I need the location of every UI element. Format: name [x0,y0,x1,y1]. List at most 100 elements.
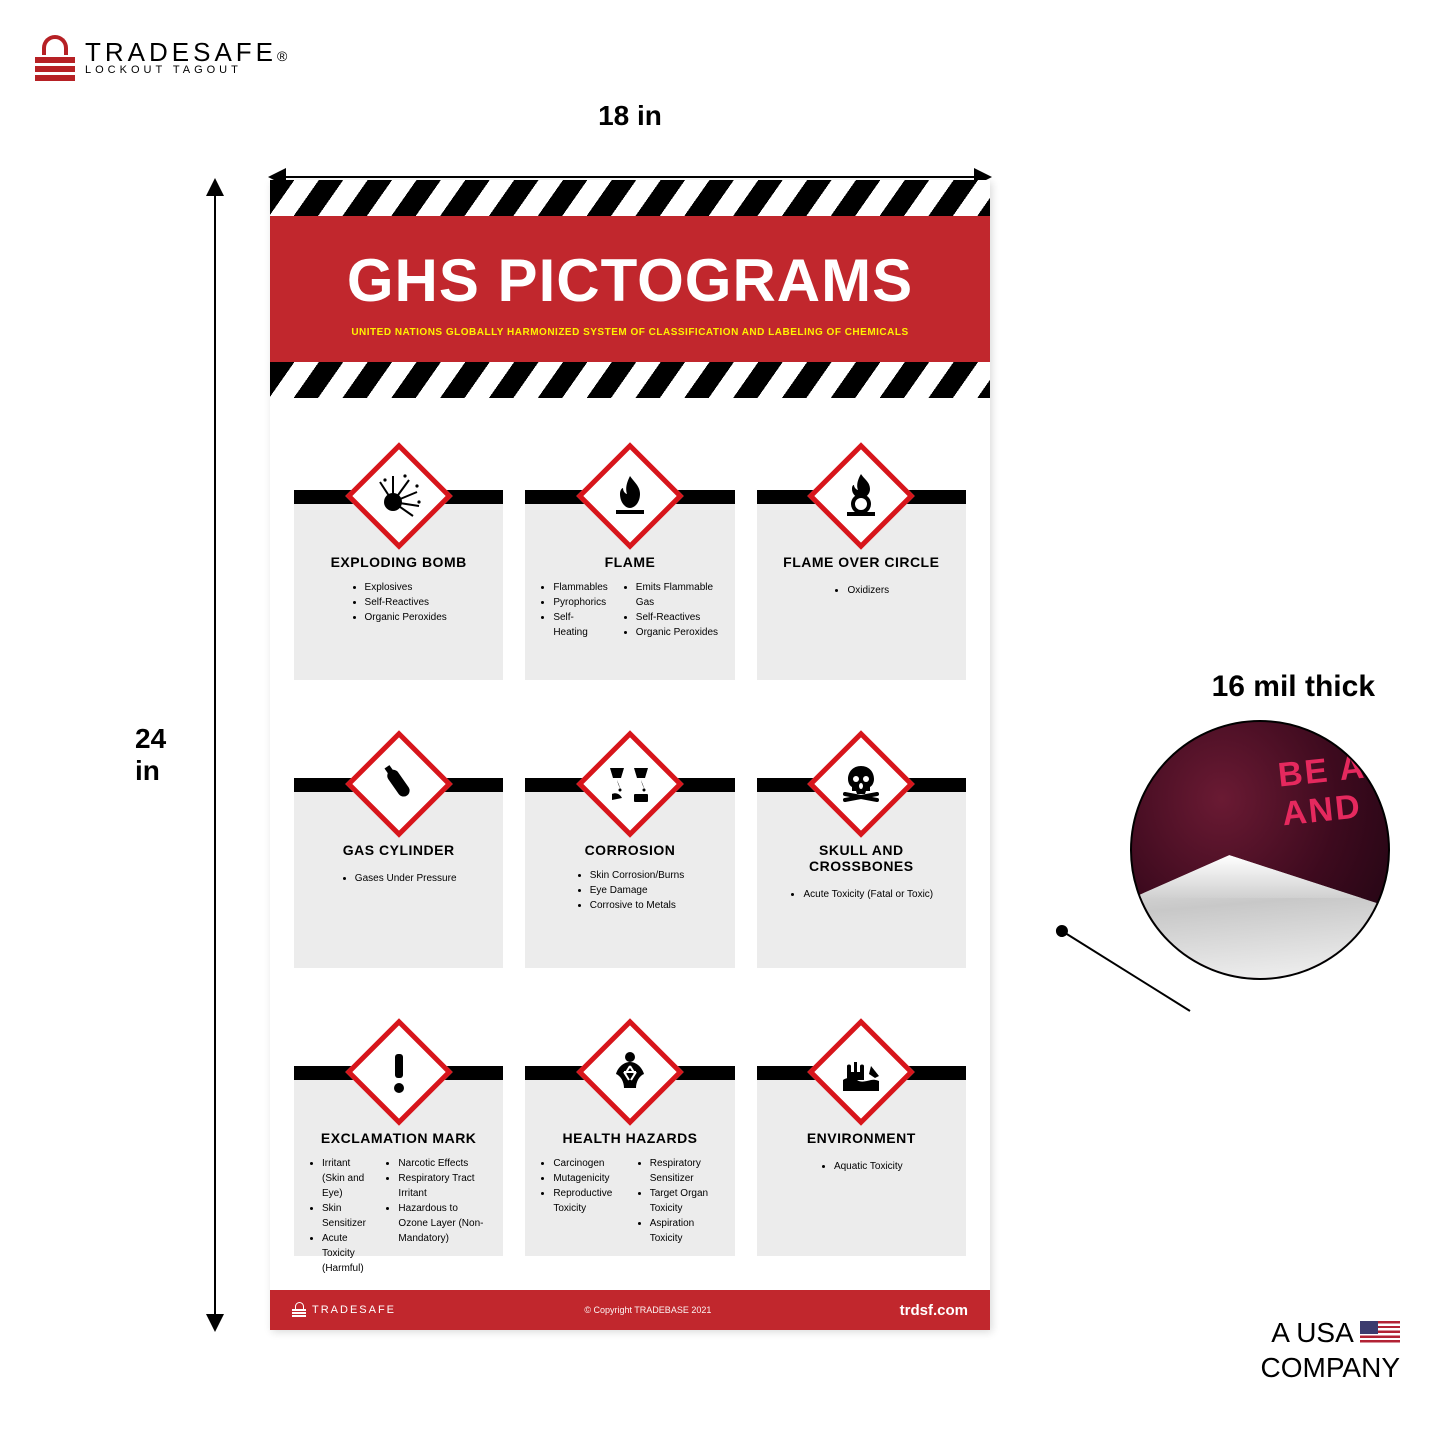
skull-and-crossbones-diamond [807,730,915,838]
dimension-height: 24 in [170,180,172,1330]
gas-cylinder-diamond [345,730,453,838]
pictogram-cell: HEALTH HAZARDS CarcinogenMutagenicityRepr… [525,1024,734,1256]
skull-and-crossbones-icon [807,730,915,838]
list-item: Carcinogen [553,1156,621,1171]
list-item: Skin Sensitizer [322,1201,370,1231]
gas-cylinder-icon [345,730,453,838]
list-item: Organic Peroxides [365,610,447,625]
usa-flag-icon [1360,1321,1400,1345]
list-item: Respiratory Tract Irritant [398,1171,489,1201]
list-item: Narcotic Effects [398,1156,489,1171]
peek-text: BE AAND [1276,748,1372,835]
footer-copyright: Copyright TRADEBASE 2021 [584,1305,711,1315]
pictogram-list: FlammablesPyrophoricsSelf-Heating [539,580,607,640]
footer-url: trdsf.com [900,1302,968,1319]
poster-footer: TRADESAFE Copyright TRADEBASE 2021 trdsf… [270,1290,990,1330]
list-item: Eye Damage [590,883,684,898]
list-item: Acute Toxicity (Fatal or Toxic) [803,887,933,902]
pictogram-list: Aquatic Toxicity [820,1159,903,1174]
thickness-sample: BE AAND [1130,720,1390,980]
list-item: Pyrophorics [553,595,607,610]
pictogram-list: Acute Toxicity (Fatal or Toxic) [789,887,933,902]
lock-icon [35,35,75,79]
pictogram-cell: FLAME OVER CIRCLE Oxidizers [757,448,966,680]
environment-icon [807,1018,915,1126]
pictogram-title: EXCLAMATION MARK [308,1130,489,1146]
pictogram-title: FLAME [539,554,720,570]
poster-subtitle: UNITED NATIONS GLOBALLY HARMONIZED SYSTE… [280,327,980,338]
pictogram-title: CORROSION [539,842,720,858]
pictogram-list: Oxidizers [833,583,889,598]
list-item: Corrosive to Metals [590,898,684,913]
usa-company: A USA COMPANY [1261,1315,1401,1385]
health-hazards-icon [576,1018,684,1126]
poster-title: GHS PICTOGRAMS [280,246,980,315]
dimension-height-label: 24 in [135,723,172,787]
list-item: Target Organ Toxicity [650,1186,721,1216]
flame-diamond [576,442,684,550]
pictogram-cell: EXPLODING BOMB ExplosivesSelf-ReactivesOr… [294,448,503,680]
list-item: Emits Flammable Gas [636,580,721,610]
pictogram-title: ENVIRONMENT [771,1130,952,1146]
exclamation-mark-diamond [345,1018,453,1126]
usa-line1: A USA [1271,1317,1352,1348]
title-band: GHS PICTOGRAMS UNITED NATIONS GLOBALLY H… [270,216,990,362]
pictogram-list: CarcinogenMutagenicityReproductive Toxic… [539,1156,621,1246]
pictogram-cell: SKULL AND CROSSBONES Acute Toxicity (Fata… [757,736,966,968]
pictogram-title: EXPLODING BOMB [308,554,489,570]
list-item: Acute Toxicity (Harmful) [322,1231,370,1276]
pictogram-title: HEALTH HAZARDS [539,1130,720,1146]
pictogram-list: Irritant (Skin and Eye)Skin SensitizerAc… [308,1156,370,1276]
list-item: Gases Under Pressure [355,871,457,886]
poster: GHS PICTOGRAMS UNITED NATIONS GLOBALLY H… [270,180,990,1330]
list-item: Self-Reactives [365,595,447,610]
list-item: Flammables [553,580,607,595]
exclamation-mark-icon [345,1018,453,1126]
pictogram-title: SKULL AND CROSSBONES [771,842,952,874]
list-item: Self-Reactives [636,610,721,625]
pictogram-list: Respiratory SensitizerTarget Organ Toxic… [636,1156,721,1246]
pictogram-grid: EXPLODING BOMBExplosivesSelf-ReactivesOr… [270,398,990,1266]
pictogram-list: Emits Flammable GasSelf-ReactivesOrganic… [622,580,721,640]
list-item: Aquatic Toxicity [834,1159,903,1174]
pictogram-list: Narcotic EffectsRespiratory Tract Irrita… [384,1156,489,1276]
usa-line2: COMPANY [1261,1352,1401,1383]
list-item: Aspiration Toxicity [650,1216,721,1246]
list-item: Irritant (Skin and Eye) [322,1156,370,1201]
hazard-stripe-top [270,180,990,216]
list-item: Self-Heating [553,610,607,640]
list-item: Reproductive Toxicity [553,1186,621,1216]
list-item: Oxidizers [847,583,889,598]
footer-brand-text: TRADESAFE [312,1304,396,1316]
pictogram-title: GAS CYLINDER [308,842,489,858]
environment-diamond [807,1018,915,1126]
list-item: Mutagenicity [553,1171,621,1186]
dimension-width: 18 in [270,100,990,134]
pictogram-list: Skin Corrosion/BurnsEye DamageCorrosive … [576,868,684,913]
thickness-label: 16 mil thick [1212,670,1375,704]
flame-over-circle-icon [807,442,915,550]
pictogram-cell: ENVIRONMENT Aquatic Toxicity [757,1024,966,1256]
pictogram-title: FLAME OVER CIRCLE [771,554,952,570]
list-item: Organic Peroxides [636,625,721,640]
dimension-width-label: 18 in [270,100,990,132]
health-hazards-diamond [576,1018,684,1126]
pictogram-cell: GAS CYLINDER Gases Under Pressure [294,736,503,968]
brand-name: TRADESAFE [85,37,277,67]
pictogram-cell: FLAMEFlammablesPyrophoricsSelf-HeatingEm… [525,448,734,680]
flame-icon [576,442,684,550]
flame-over-circle-diamond [807,442,915,550]
list-item: Explosives [365,580,447,595]
footer-brand: TRADESAFE [292,1302,396,1318]
exploding-bomb-diamond [345,442,453,550]
hazard-stripe-bottom [270,362,990,398]
pictogram-cell: EXCLAMATION MARK Irritant (Skin and Eye)S… [294,1024,503,1256]
corrosion-diamond [576,730,684,838]
pictogram-list: ExplosivesSelf-ReactivesOrganic Peroxide… [351,580,447,625]
corrosion-icon [576,730,684,838]
list-item: Hazardous to Ozone Layer (Non-Mandatory) [398,1201,489,1246]
lock-icon [292,1302,306,1318]
brand-logo: TRADESAFE® LOCKOUT TAGOUT [35,35,287,79]
brand-reg: ® [277,48,287,64]
list-item: Respiratory Sensitizer [650,1156,721,1186]
